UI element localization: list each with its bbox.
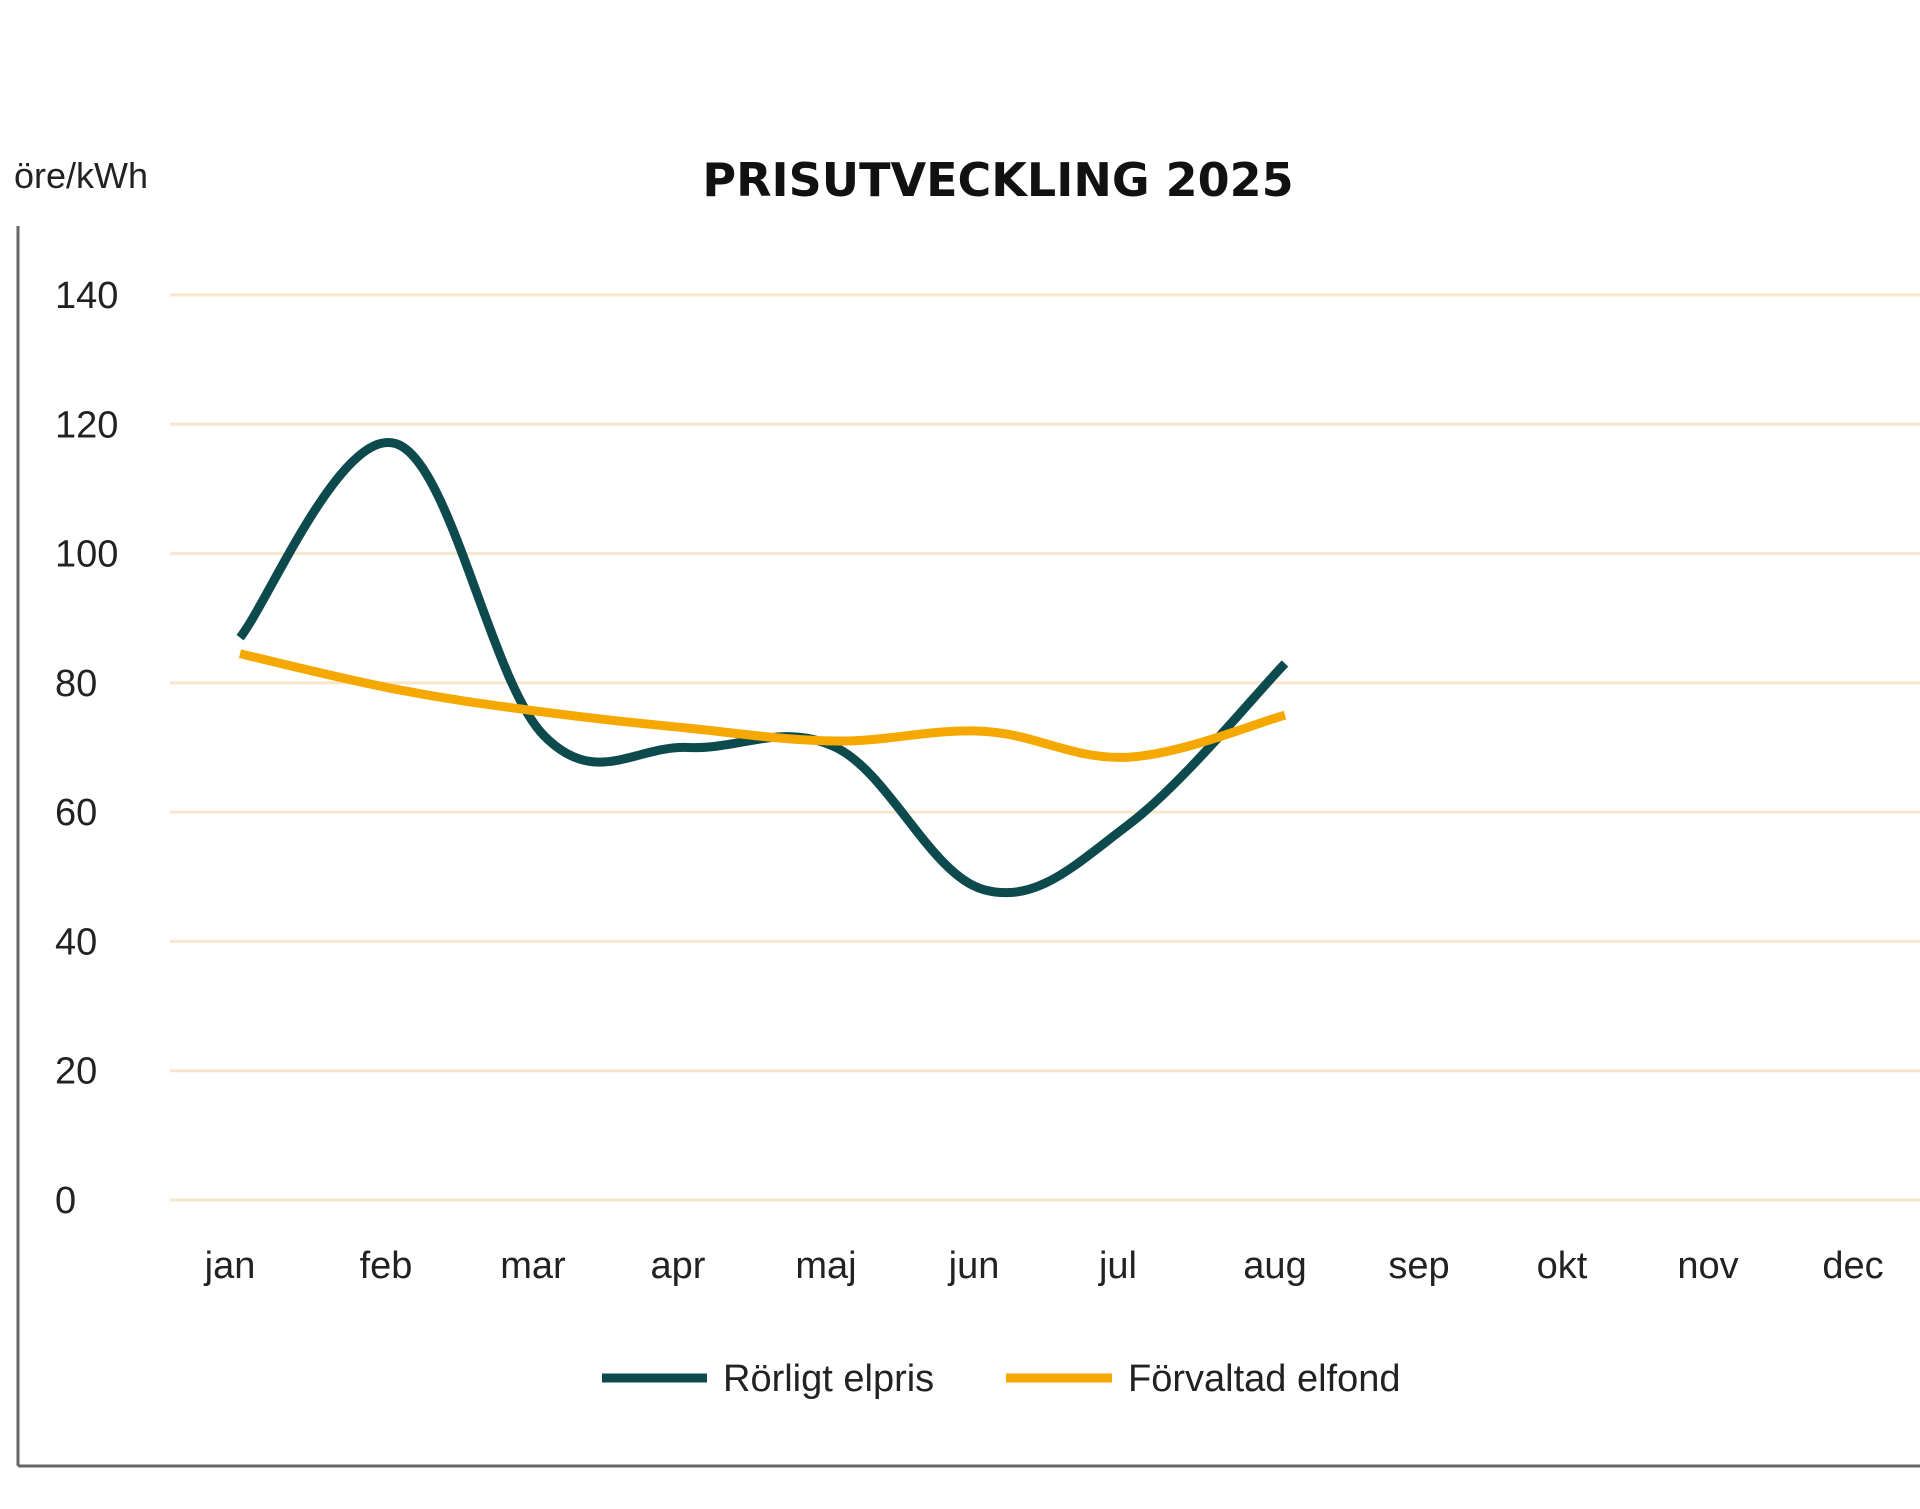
x-tick-label-apr: apr [651, 1245, 706, 1287]
x-tick-label-mar: mar [500, 1245, 566, 1287]
x-tick-label-jul: jul [1098, 1245, 1137, 1287]
legend: Rörligt elpris Förvaltad elfond [602, 1358, 1401, 1400]
chart-title: PRISUTVECKLING 2025 [702, 153, 1293, 207]
y-axis-tick-labels: 0 20 40 60 80 100 120 140 [55, 275, 118, 1222]
series-line-1 [238, 649, 1287, 762]
y-tick-label: 80 [55, 663, 97, 705]
y-tick-label: 100 [55, 534, 118, 576]
x-tick-label-jun: jun [948, 1245, 1000, 1287]
x-axis-tick-labels: jan feb mar apr maj jun jul aug sep okt nov dec [204, 1245, 1884, 1287]
y-axis-unit-label: öre/kWh [14, 155, 148, 196]
series-lines [236, 438, 1289, 898]
x-tick-label-aug: aug [1243, 1245, 1306, 1287]
y-tick-label: 20 [55, 1051, 97, 1093]
y-tick-label: 60 [55, 792, 97, 834]
x-tick-label-dec: dec [1822, 1245, 1883, 1287]
y-tick-label: 40 [55, 921, 97, 963]
x-tick-label-okt: okt [1537, 1245, 1588, 1287]
x-tick-label-feb: feb [360, 1245, 413, 1287]
series-line-0 [236, 438, 1289, 898]
x-tick-label-sep: sep [1388, 1245, 1449, 1287]
legend-label-0: Rörligt elpris [723, 1358, 934, 1400]
x-tick-label-maj: maj [795, 1245, 856, 1287]
x-tick-label-jan: jan [204, 1245, 256, 1287]
y-tick-label: 120 [55, 404, 118, 446]
gridlines [170, 293, 1920, 1202]
x-tick-label-nov: nov [1677, 1245, 1738, 1287]
y-tick-label: 140 [55, 275, 118, 317]
y-tick-label: 0 [55, 1180, 76, 1222]
legend-label-1: Förvaltad elfond [1128, 1358, 1401, 1400]
